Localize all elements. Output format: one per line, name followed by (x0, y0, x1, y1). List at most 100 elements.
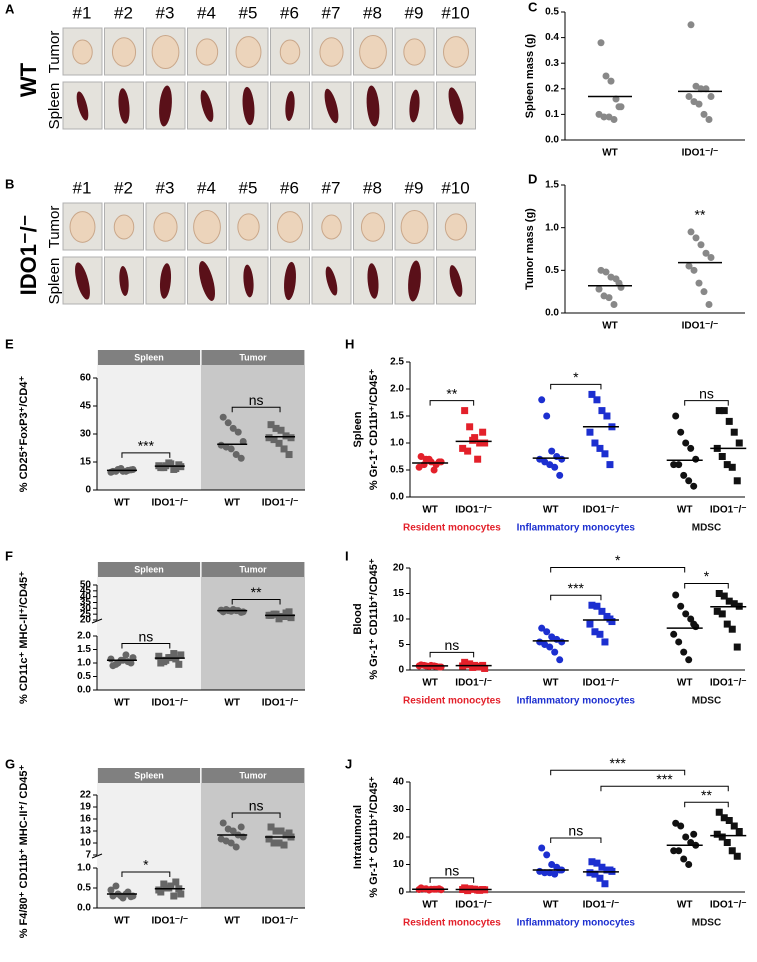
y-tick-label: 30 (80, 603, 92, 614)
tumor-photo (235, 36, 262, 68)
data-point (672, 412, 680, 420)
spleen-photo (284, 261, 296, 301)
sample-label: #1 (73, 178, 92, 197)
y-tick-label: 0.5 (545, 265, 559, 276)
data-point (720, 592, 728, 600)
data-point (112, 660, 120, 668)
data-point (735, 439, 743, 447)
data-point (107, 655, 115, 663)
data-point (435, 663, 443, 671)
panel-letter: B (5, 176, 14, 191)
y-tick-label: 60 (80, 373, 92, 384)
y-tick-label: 0 (398, 665, 404, 676)
data-point (723, 839, 731, 846)
y-tick-label: 0.4 (545, 32, 559, 43)
tumor-photo (279, 39, 301, 65)
tumor-photo (151, 35, 180, 69)
row-label: Spleen (46, 258, 63, 305)
data-point (127, 659, 135, 667)
data-point (728, 625, 736, 633)
data-point (690, 620, 698, 628)
data-point (287, 614, 295, 622)
data-point (697, 241, 705, 249)
data-point (600, 113, 608, 121)
data-point (287, 434, 295, 442)
y-tick-label: 2.0 (390, 384, 404, 395)
data-point (469, 436, 477, 444)
sample-label: #7 (322, 3, 341, 22)
data-point (601, 450, 609, 458)
x-tick-label: IDO1⁻/⁻ (682, 321, 719, 332)
data-point (677, 822, 685, 830)
data-point (265, 835, 273, 843)
significance-bracket (231, 599, 281, 605)
significance-bracket (684, 583, 729, 589)
data-point (685, 656, 693, 664)
y-tick-label: 1.0 (390, 438, 404, 449)
data-point (677, 428, 685, 436)
y-tick-label: 7 (85, 850, 91, 861)
tumor-photo (69, 211, 96, 243)
data-point (551, 463, 559, 471)
data-point (172, 878, 180, 886)
data-point (690, 482, 698, 490)
data-point (556, 656, 564, 664)
panel-letter: E (5, 336, 14, 351)
data-point (551, 870, 559, 878)
spleen-photo (449, 265, 463, 297)
section-header-label: Spleen (134, 352, 164, 362)
tumor-photo (237, 213, 260, 241)
data-point (733, 477, 741, 485)
y-tick-label: 2.5 (390, 357, 404, 368)
spleen-photo (119, 266, 129, 296)
spleen-photo (325, 266, 338, 296)
data-point (728, 463, 736, 471)
y-tick-label: 0.0 (77, 685, 91, 696)
x-tick-label: WT (224, 698, 240, 709)
data-point (165, 459, 173, 467)
data-point (730, 600, 738, 608)
data-point (469, 663, 477, 671)
data-point (598, 607, 606, 615)
data-point (170, 465, 178, 473)
group-label: Inflammatory monocytes (517, 523, 636, 534)
sample-label: #8 (363, 3, 382, 22)
y-tick-label: 50 (80, 580, 92, 591)
x-tick-label: IDO1⁻/⁻ (455, 505, 492, 516)
data-point (586, 620, 594, 628)
data-point (282, 432, 290, 440)
sample-label: #7 (322, 178, 341, 197)
data-point (476, 439, 484, 447)
data-point (172, 655, 180, 663)
data-point (277, 827, 285, 835)
y-axis-label: % Gr-1⁺ CD11b⁺/CD45⁺ (368, 558, 380, 680)
significance-bracket (550, 594, 602, 601)
data-point (695, 279, 703, 287)
group-label: Inflammatory monocytes (517, 696, 636, 707)
panel-letter: H (345, 336, 354, 351)
tumor-photo (360, 212, 386, 242)
data-point (160, 658, 168, 666)
data-point (270, 436, 278, 444)
data-point (707, 92, 715, 100)
data-point (687, 444, 695, 452)
significance-label: * (573, 369, 579, 385)
significance-label: ** (695, 207, 706, 223)
section-header-label: Tumor (239, 352, 267, 362)
row-label: Tumor (46, 31, 63, 74)
data-point (713, 830, 721, 838)
x-tick-label: WT (602, 148, 618, 159)
axis-break (91, 618, 103, 624)
data-point (558, 638, 566, 646)
data-point (730, 428, 738, 436)
y-tick-label: 0.5 (545, 7, 559, 18)
sample-label: #6 (280, 3, 299, 22)
data-point (687, 615, 695, 623)
significance-bracket (684, 801, 729, 808)
section-background (97, 562, 201, 690)
significance-label: ns (444, 637, 459, 653)
y-tick-label: 0.5 (77, 671, 91, 682)
data-point (692, 234, 700, 242)
y-tick-label: 0.0 (545, 135, 559, 146)
significance-label: * (615, 552, 621, 568)
